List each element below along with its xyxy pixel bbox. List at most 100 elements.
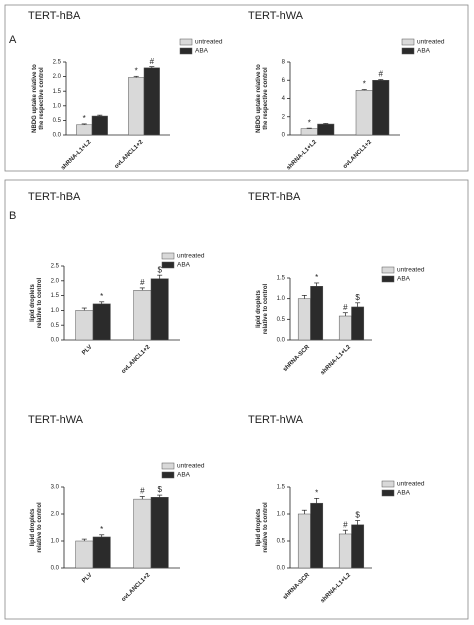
annotation: * xyxy=(315,488,318,497)
bar xyxy=(338,533,352,569)
legend-label: ABA xyxy=(417,48,431,55)
legend-label: untreated xyxy=(177,463,205,470)
y-tick-label: 0.0 xyxy=(51,338,60,344)
bar xyxy=(310,286,324,341)
bar xyxy=(76,124,93,136)
bar xyxy=(75,310,94,341)
y-tick-label: 0.5 xyxy=(277,317,286,323)
legend-label: ABA xyxy=(397,276,411,283)
panel-label: B xyxy=(9,210,16,222)
y-tick-label: 2 xyxy=(282,114,286,120)
bar xyxy=(297,298,311,341)
y-axis-label: the respective control xyxy=(263,67,269,130)
chart-title: TERT-hWA xyxy=(28,414,84,426)
panel-box xyxy=(4,4,469,172)
legend-label: untreated xyxy=(177,253,205,260)
legend-swatch xyxy=(179,38,193,46)
y-tick-label: 2.0 xyxy=(51,278,60,284)
legend-swatch xyxy=(161,261,175,269)
bar xyxy=(133,498,152,569)
y-axis-label: relative to control xyxy=(37,277,43,328)
bar xyxy=(133,290,152,341)
annotation: # xyxy=(140,278,145,287)
y-tick-label: 4 xyxy=(282,96,286,102)
bar xyxy=(317,123,335,136)
x-tick-label: shRNA-L1+L2 xyxy=(320,344,353,377)
bar xyxy=(351,306,365,341)
y-tick-label: 1.0 xyxy=(51,539,60,545)
y-tick-label: 1.0 xyxy=(53,103,62,109)
legend-label: untreated xyxy=(397,481,425,488)
y-tick-label: 8 xyxy=(282,60,286,66)
annotation: # xyxy=(140,487,145,496)
chart-title: TERT-hBA xyxy=(248,191,301,203)
y-axis-label: the respective control xyxy=(39,67,45,130)
legend-swatch xyxy=(161,252,175,260)
x-tick-label: ovLANCL1+2 xyxy=(121,344,152,375)
y-tick-label: 1.0 xyxy=(277,296,286,302)
x-tick-label: shRNA-SCR xyxy=(282,572,311,601)
annotation: * xyxy=(83,114,86,123)
legend-swatch xyxy=(381,489,395,497)
legend-swatch xyxy=(381,275,395,283)
bar xyxy=(355,90,373,136)
legend-swatch xyxy=(401,38,415,46)
y-tick-label: 2.5 xyxy=(53,60,62,66)
y-tick-label: 0.5 xyxy=(277,539,286,545)
panel-box xyxy=(4,179,469,620)
panel-label: A xyxy=(9,34,17,46)
y-tick-label: 0.0 xyxy=(277,566,286,572)
annotation: # xyxy=(379,70,384,79)
chart-title: TERT-hWA xyxy=(248,414,304,426)
annotation: * xyxy=(135,66,138,75)
annotation: $ xyxy=(355,293,360,302)
bar xyxy=(92,536,111,569)
legend-label: untreated xyxy=(417,39,445,46)
bar xyxy=(128,77,145,136)
annotation: * xyxy=(100,525,103,534)
bar xyxy=(150,278,169,341)
bar xyxy=(351,524,365,569)
legend-label: ABA xyxy=(177,262,191,269)
bar xyxy=(75,540,94,569)
annotation: * xyxy=(363,80,366,89)
y-tick-label: 3.0 xyxy=(51,485,60,491)
y-tick-label: 0.0 xyxy=(51,566,60,572)
annotation: * xyxy=(308,118,311,127)
legend-swatch xyxy=(161,462,175,470)
x-tick-label: shRNA-L1+L2 xyxy=(320,572,353,605)
y-tick-label: 1.5 xyxy=(277,276,286,282)
legend-label: untreated xyxy=(397,267,425,274)
y-axis-label: lipid droplets xyxy=(256,508,262,546)
y-axis-label: NBDG uptake relative to xyxy=(32,64,38,133)
y-tick-label: 0.5 xyxy=(51,323,60,329)
x-tick-label: ovLANCL1+2 xyxy=(114,139,145,170)
y-tick-label: 0.0 xyxy=(53,133,62,139)
y-tick-label: 1.5 xyxy=(53,89,62,95)
annotation: $ xyxy=(157,265,162,274)
chart-title: TERT-hWA xyxy=(248,10,304,22)
x-tick-label: shRNA-SCR xyxy=(282,344,311,373)
annotation: # xyxy=(343,520,348,529)
y-axis-label: relative to control xyxy=(263,283,269,334)
legend-label: ABA xyxy=(397,490,411,497)
bar xyxy=(297,513,311,569)
bar xyxy=(338,315,352,341)
bar xyxy=(300,128,318,136)
y-tick-label: 6 xyxy=(282,78,286,84)
x-tick-label: ovLANCL1+2 xyxy=(342,139,373,170)
bar xyxy=(150,497,169,569)
y-tick-label: 0.5 xyxy=(53,118,62,124)
y-axis-label: lipid droplets xyxy=(30,508,36,546)
y-axis-label: lipid droplets xyxy=(30,284,36,322)
y-tick-label: 0 xyxy=(282,133,286,139)
y-axis-label: relative to control xyxy=(263,502,269,553)
annotation: * xyxy=(100,292,103,301)
y-tick-label: 1.0 xyxy=(51,308,60,314)
legend-label: ABA xyxy=(195,48,209,55)
legend-label: untreated xyxy=(195,39,223,46)
annotation: # xyxy=(343,303,348,312)
legend-swatch xyxy=(381,480,395,488)
chart-title: TERT-hBA xyxy=(28,191,81,203)
